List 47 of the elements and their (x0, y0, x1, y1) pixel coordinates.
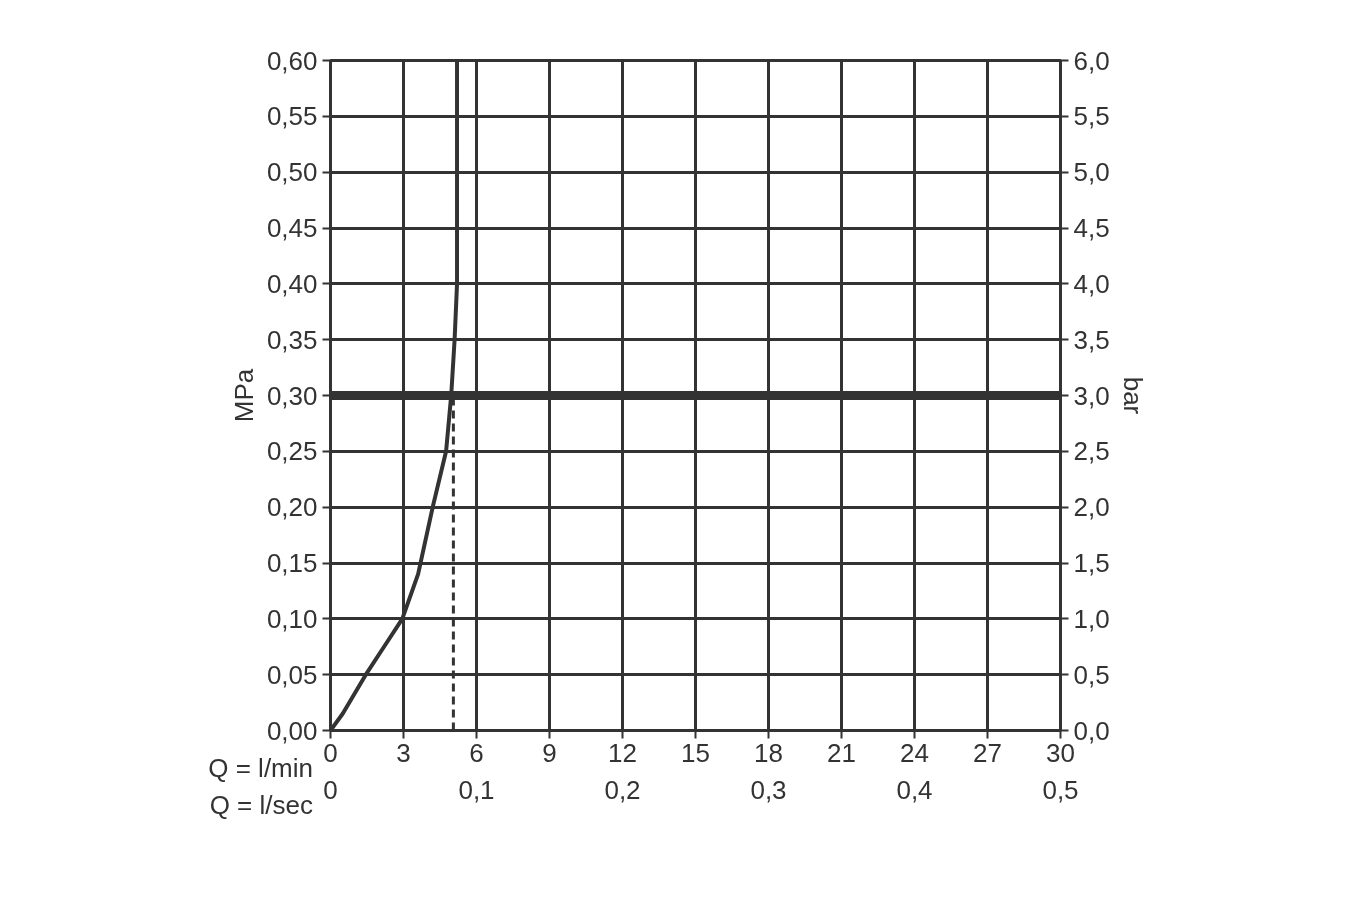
x2-axis-title: Q = l/sec (208, 789, 313, 821)
x-tick-label: 12 (608, 737, 637, 768)
y-tick-label: 0,05 (266, 659, 318, 690)
x2-tick-label: 0,3 (750, 774, 787, 805)
y-tick-label: 0,25 (266, 436, 318, 467)
x-tick-label: 15 (681, 737, 710, 768)
y2-tick-label: 4,5 (1073, 213, 1110, 243)
y2-tick-label: 0,5 (1073, 659, 1110, 690)
y2-axis-title: bar (1117, 376, 1148, 415)
y2-tick-label: 0,0 (1073, 715, 1110, 746)
x2-tick-label: 0,2 (604, 774, 641, 805)
x2-tick-label: 0 (323, 774, 338, 805)
y-tick-label: 0,10 (266, 603, 318, 634)
x-tick-label: 9 (542, 737, 557, 768)
y2-tick-label: 6,0 (1073, 45, 1110, 76)
y2-tick-label: 5,0 (1073, 157, 1110, 188)
y2-tick-label: 4,0 (1073, 268, 1110, 299)
y-axis-title: MPa (228, 368, 259, 423)
y-tick-label: 0,35 (266, 324, 318, 355)
y-tick-label: 0,60 (266, 45, 318, 76)
y-tick-label: 0,55 (266, 101, 318, 132)
y2-tick-label: 3,0 (1073, 380, 1110, 411)
y-tick-label: 0,20 (266, 492, 318, 523)
y2-tick-label: 2,5 (1073, 436, 1110, 467)
y2-tick-label: 1,0 (1073, 603, 1110, 634)
x2-tick-label: 0,1 (458, 774, 495, 805)
x-tick-label: 0 (323, 737, 338, 768)
x2-tick-label: 0,4 (896, 774, 933, 805)
x-tick-label: 18 (754, 737, 783, 768)
x-tick-label: 30 (1046, 737, 1075, 768)
x2-tick-label: 0,5 (1042, 774, 1079, 805)
y-tick-label: 0,40 (266, 268, 318, 299)
y2-tick-label: 1,5 (1073, 548, 1110, 578)
x-tick-label: 21 (827, 737, 856, 768)
x-tick-label: 27 (973, 737, 1002, 768)
y2-tick-label: 5,5 (1073, 101, 1110, 132)
y-tick-label: 0,50 (266, 157, 318, 188)
x-tick-label: 3 (396, 737, 411, 768)
y-tick-label: 0,00 (266, 715, 318, 746)
x-axis-title: Q = l/min (207, 752, 313, 784)
y-tick-label: 0,45 (266, 213, 318, 243)
x-tick-label: 24 (900, 737, 929, 768)
y2-tick-label: 2,0 (1073, 492, 1110, 523)
y-tick-label: 0,15 (266, 548, 318, 578)
y2-tick-label: 3,5 (1073, 324, 1110, 355)
y-tick-label: 0,30 (266, 380, 318, 411)
x-tick-label: 6 (469, 737, 484, 768)
